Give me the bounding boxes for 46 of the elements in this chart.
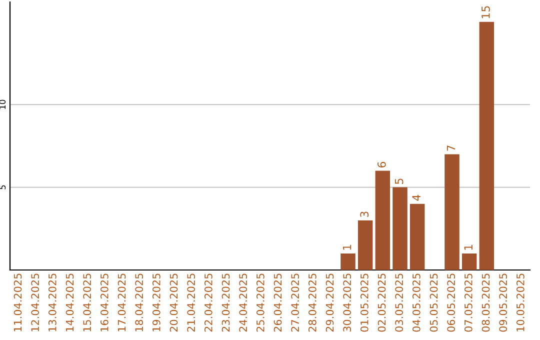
bar: [392, 187, 408, 270]
x-tick-label: 06.05.2025: [447, 274, 456, 332]
x-tick-label: 15.04.2025: [83, 274, 92, 332]
x-tick-label: 18.04.2025: [135, 274, 144, 332]
data-label: 4: [412, 194, 420, 201]
x-tick-label: 13.04.2025: [48, 274, 56, 332]
bar: [444, 154, 460, 270]
x-tick-label: 11.04.2025: [14, 274, 22, 332]
x-tick-label: 14.04.2025: [66, 274, 74, 332]
x-tick-label: 09.05.2025: [499, 274, 508, 332]
bar: [340, 253, 356, 270]
data-label: 1: [464, 244, 472, 250]
x-tick-label: 17.04.2025: [118, 274, 126, 332]
x-tick-label: 30.04.2025: [343, 274, 352, 332]
x-tick-label: 02.05.2025: [378, 274, 386, 332]
x-tick-label: 21.04.2025: [187, 274, 196, 332]
data-label: 6: [377, 162, 386, 168]
x-tick-label: 19.04.2025: [152, 274, 160, 332]
bar: [375, 170, 390, 270]
x-tick-label: 25.04.2025: [256, 274, 264, 332]
x-tick-label: 03.05.2025: [395, 274, 404, 332]
x-tick-label: 10.05.2025: [516, 274, 524, 332]
bar: [462, 253, 477, 270]
bar: [410, 204, 425, 270]
x-tick-label: 26.04.2025: [274, 274, 282, 332]
x-tick-label: 27.04.2025: [291, 274, 300, 332]
x-tick-label: 23.04.2025: [222, 274, 230, 332]
data-label: 1: [342, 244, 352, 250]
x-tick-label: 22.04.2025: [204, 274, 212, 332]
x-tick-label: 01.05.2025: [360, 274, 368, 332]
x-tick-label: 07.05.2025: [464, 274, 472, 332]
x-tick-label: 08.05.2025: [482, 274, 490, 332]
data-label: 7: [446, 146, 456, 151]
data-label: 5: [394, 178, 404, 184]
bar: [358, 220, 373, 270]
x-tick-label: 29.04.2025: [326, 274, 334, 332]
x-tick-label: 16.04.2025: [100, 274, 108, 332]
x-tick-label: 04.05.2025: [412, 274, 420, 332]
data-label: 15: [482, 6, 490, 18]
x-tick-label: 28.04.2025: [308, 274, 316, 332]
bar: [479, 22, 494, 270]
x-tick-label: 20.04.2025: [170, 274, 178, 332]
data-label: 3: [360, 212, 369, 218]
x-tick-label: 24.04.2025: [239, 274, 248, 332]
x-tick-label: 05.05.2025: [430, 274, 438, 332]
x-tick-label: 12.04.2025: [31, 274, 40, 332]
